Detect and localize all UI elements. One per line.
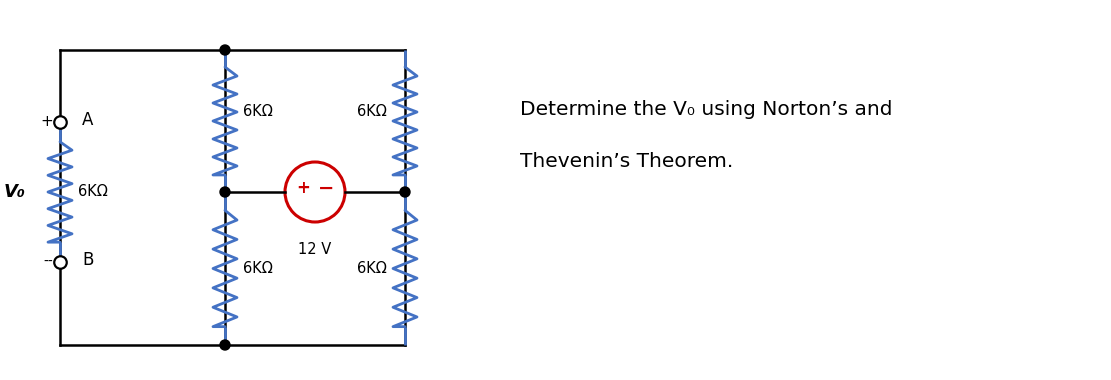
Circle shape bbox=[220, 45, 230, 55]
Text: V₀: V₀ bbox=[3, 183, 26, 201]
Text: B: B bbox=[82, 251, 93, 269]
Text: Thevenin’s Theorem.: Thevenin’s Theorem. bbox=[520, 152, 733, 171]
Text: Determine the V₀ using Norton’s and: Determine the V₀ using Norton’s and bbox=[520, 100, 892, 119]
Text: +: + bbox=[40, 114, 53, 130]
Text: A: A bbox=[82, 111, 93, 129]
Circle shape bbox=[220, 340, 230, 350]
Text: +: + bbox=[296, 179, 310, 197]
Text: --: -- bbox=[43, 255, 53, 269]
Text: −: − bbox=[318, 179, 334, 198]
Text: 6KΩ: 6KΩ bbox=[358, 261, 387, 276]
Text: 6KΩ: 6KΩ bbox=[243, 261, 272, 276]
Text: 12 V: 12 V bbox=[299, 242, 331, 257]
Circle shape bbox=[400, 187, 410, 197]
Circle shape bbox=[220, 187, 230, 197]
Text: 6KΩ: 6KΩ bbox=[78, 185, 108, 200]
Text: 6KΩ: 6KΩ bbox=[243, 103, 272, 119]
Text: 6KΩ: 6KΩ bbox=[358, 103, 387, 119]
